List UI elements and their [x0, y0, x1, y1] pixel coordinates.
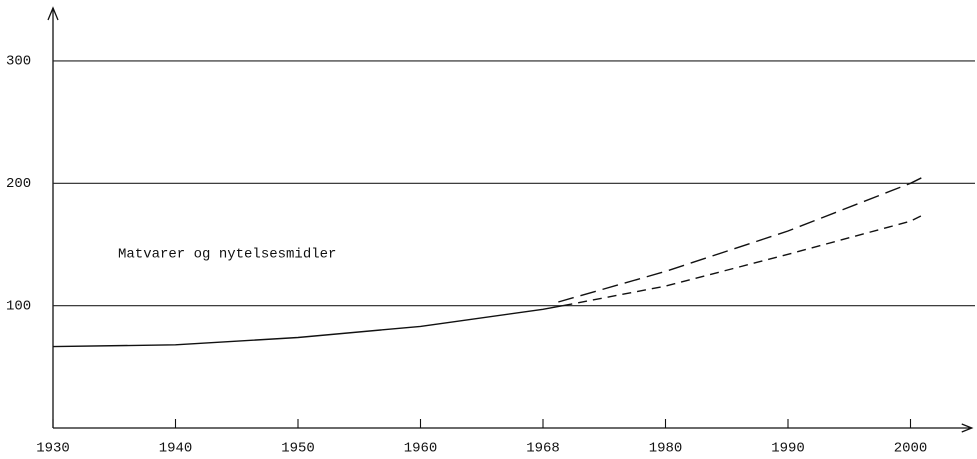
- x-tick-label: 1968: [526, 441, 560, 457]
- line: [52, 304, 564, 348]
- x-axis-arrow: [961, 423, 974, 433]
- x-tick-label: 1940: [159, 441, 193, 457]
- y-axis-arrow: [47, 6, 59, 21]
- x-tick-label: 2000: [894, 441, 928, 457]
- line: [563, 214, 924, 307]
- annotation: Matvarer og nytelsesmidler: [118, 247, 336, 263]
- x-tick-label: 1990: [771, 441, 805, 457]
- x-tick-label: 1980: [649, 441, 683, 457]
- y-tick-label: 200: [6, 176, 31, 192]
- x-tick-label: 1930: [36, 441, 70, 457]
- line: [558, 176, 924, 303]
- x-tick-label: 1960: [404, 441, 438, 457]
- y-tick-label: 300: [6, 54, 31, 70]
- x-tick-label: 1950: [281, 441, 315, 457]
- y-tick-label: 100: [6, 298, 31, 314]
